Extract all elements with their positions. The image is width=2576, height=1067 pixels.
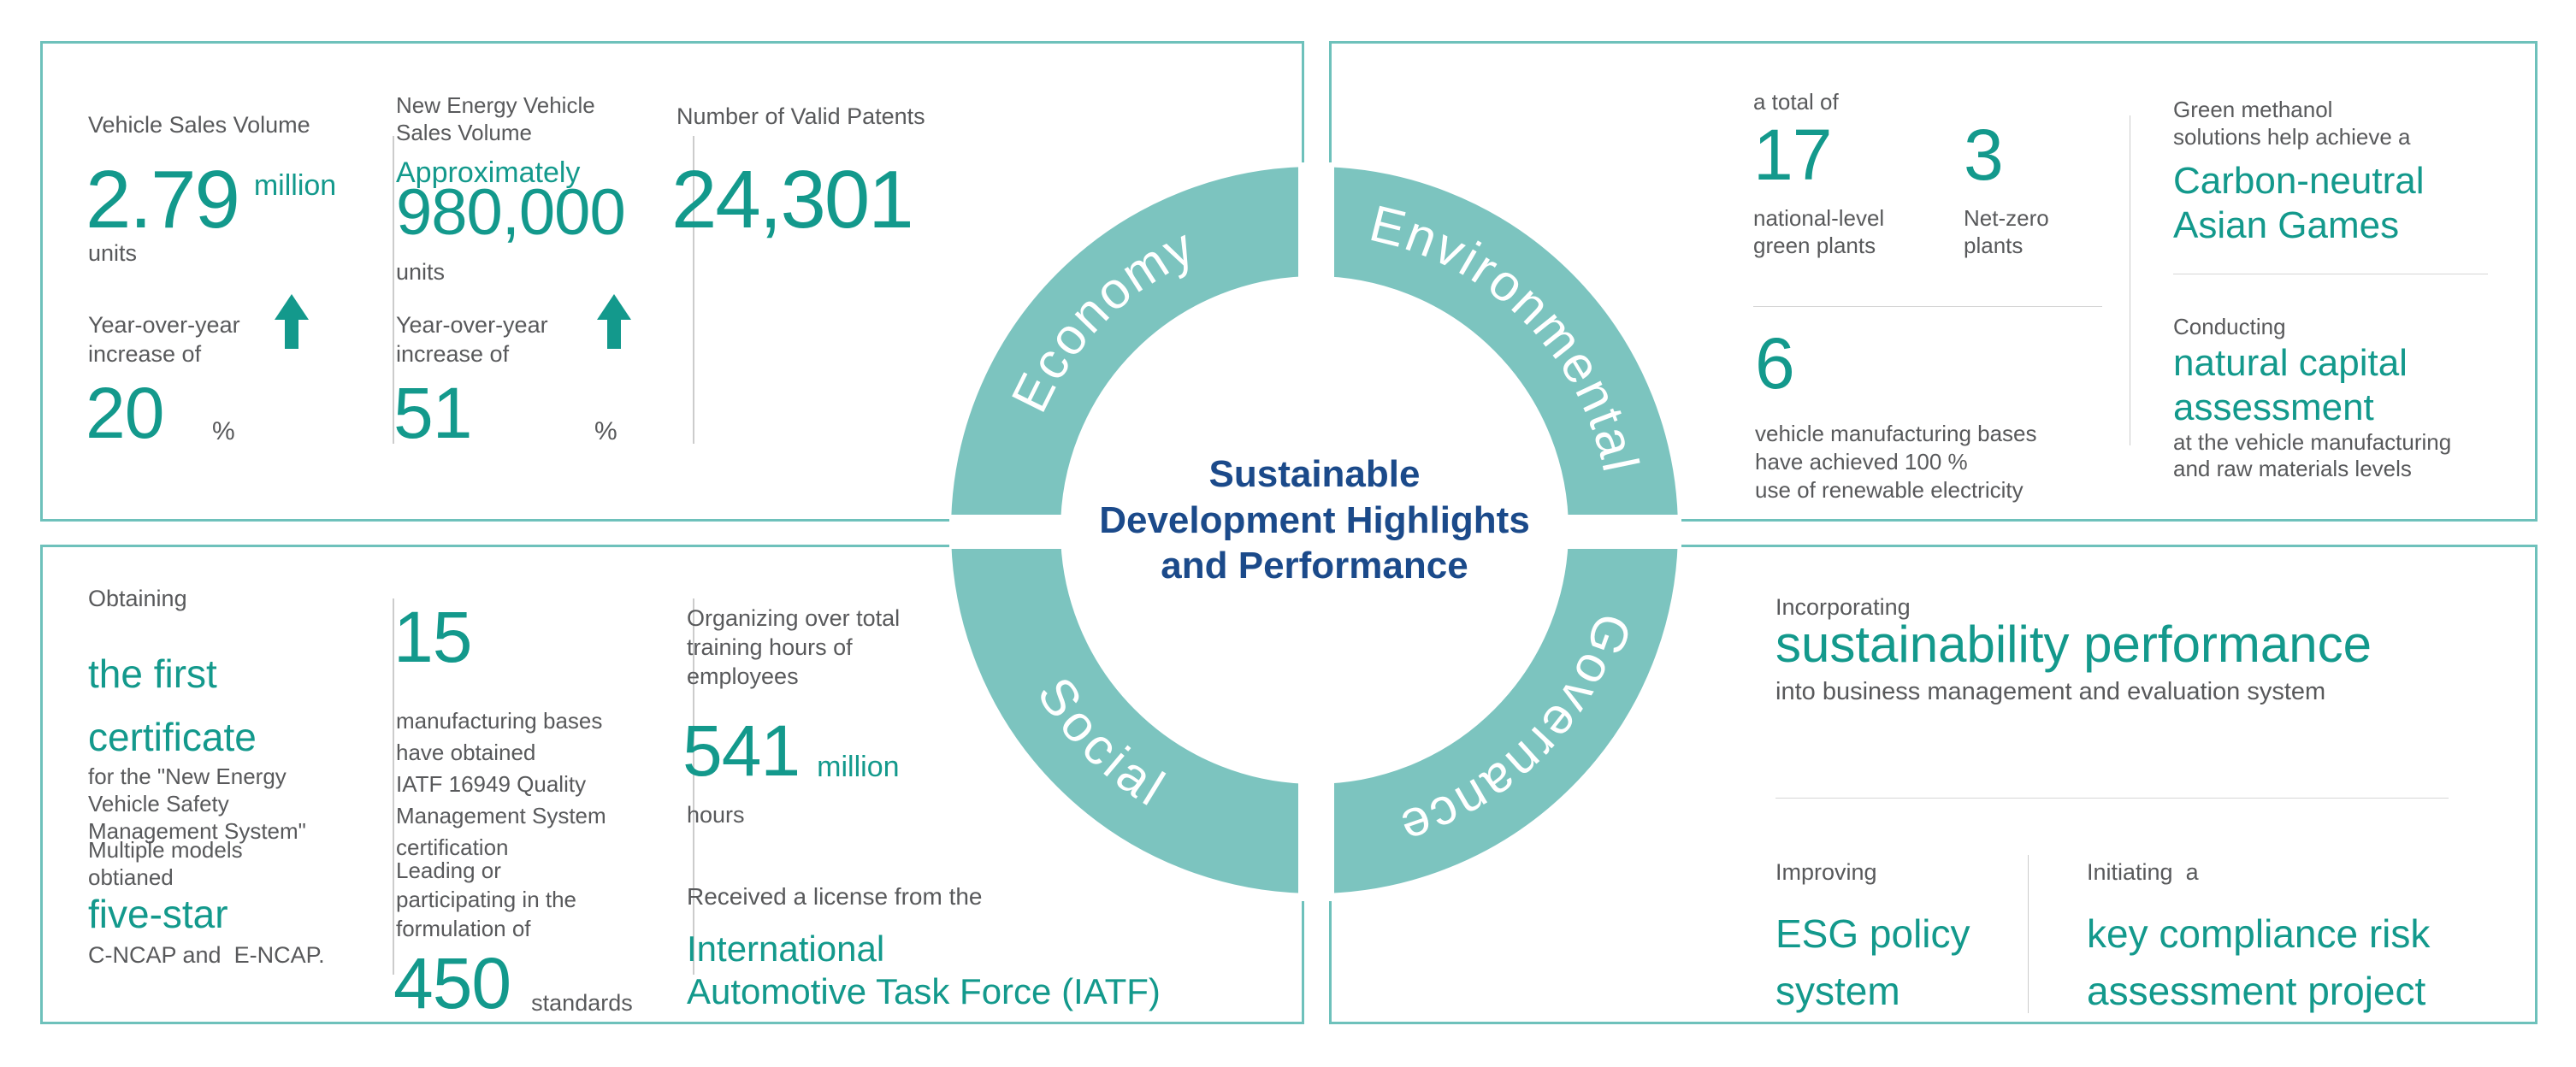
section-divider: [1753, 306, 2102, 307]
environmental-quadrant: a total of 17 national-level green plant…: [1329, 41, 2538, 522]
nev-sales-yoy-value: 51: [393, 373, 472, 453]
nev-sales-yoy-label: Year-over-year increase of: [396, 312, 548, 368]
standards-suffix: standards: [531, 990, 633, 1016]
vehicle-sales-value-row: 2.79 million: [86, 159, 336, 241]
natural-capital-highlight: natural capital assessment: [2173, 342, 2408, 428]
column-divider: [393, 136, 394, 444]
center-title: Sustainable Development Highlights and P…: [1099, 453, 1530, 587]
green-plants-intro: a total of: [1753, 89, 1839, 115]
training-label: Organizing over total training hours of …: [687, 605, 901, 690]
vehicle-sales-value-unit: million: [253, 169, 337, 202]
iatf16949-value: 15: [393, 597, 472, 677]
vehicle-sales-unit: units: [88, 240, 138, 266]
patents-value: 24,301: [671, 154, 914, 245]
training-value-unit: million: [817, 751, 900, 783]
net-zero-caption: Net-zero plants: [1964, 205, 2049, 258]
compliance-intro: Initiating a: [2087, 859, 2199, 885]
training-value: 541: [682, 710, 801, 791]
certificate-intro: Obtaining: [88, 586, 187, 611]
certificate-caption: for the "New Energy Vehicle Safety Manag…: [88, 763, 306, 845]
five-star-highlight: five-star: [88, 892, 228, 936]
five-star-intro: Multiple models obtianed: [88, 837, 243, 891]
vehicle-sales-yoy-value: 20: [86, 373, 164, 453]
economy-quadrant: Vehicle Sales Volume 2.79 million units …: [40, 41, 1304, 522]
vehicle-sales-yoy-label: Year-over-year increase of: [88, 312, 240, 368]
certificate-highlight: the first certificate: [88, 651, 257, 759]
training-value-row: 541 million: [682, 715, 900, 787]
esg-policy-intro: Improving: [1775, 859, 1877, 885]
five-star-caption: C-NCAP and E-NCAP.: [88, 942, 325, 968]
nev-sales-value: 980,000: [396, 176, 626, 249]
sustainability-intro: Incorporating: [1775, 594, 1911, 620]
increase-arrow-icon: [597, 294, 631, 352]
sustainability-highlight: sustainability performance: [1775, 616, 2372, 673]
patents-label: Number of Valid Patents: [676, 103, 925, 129]
sustainability-caption: into business management and evaluation …: [1775, 678, 2326, 705]
section-divider: [1775, 798, 2449, 799]
nev-sales-label: New Energy Vehicle Sales Volume: [396, 92, 595, 146]
increase-arrow-icon: [275, 294, 309, 352]
esg-policy-highlight: ESG policy system: [1775, 911, 1970, 1013]
standards-value-row: 450 standards: [393, 947, 633, 1019]
nev-sales-yoy-unit: %: [594, 417, 617, 445]
renewable-value: 6: [1755, 323, 1795, 404]
asian-games-highlight: Carbon-neutral Asian Games: [2173, 160, 2425, 246]
asian-games-intro: Green methanol solutions help achieve a: [2173, 97, 2411, 150]
column-divider: [2028, 855, 2029, 1013]
standards-value: 450: [393, 943, 511, 1023]
green-plants-caption: national-level green plants: [1753, 205, 1885, 258]
training-unit: hours: [687, 802, 745, 828]
green-plants-value: 17: [1753, 115, 1832, 195]
standards-intro: Leading or participating in the formulat…: [396, 858, 577, 941]
governance-quadrant: Incorporating sustainability performance…: [1329, 545, 2538, 1024]
vehicle-sales-yoy-unit: %: [212, 417, 235, 445]
vehicle-sales-value: 2.79: [86, 154, 240, 245]
column-divider: [693, 598, 694, 975]
renewable-caption: vehicle manufacturing bases have achieve…: [1755, 421, 2037, 504]
nev-sales-qualifier: Approximately: [396, 156, 581, 189]
iatf-license-intro: Received a license from the: [687, 883, 983, 910]
natural-capital-intro: Conducting: [2173, 314, 2286, 339]
nev-sales-unit: units: [396, 259, 446, 285]
net-zero-value: 3: [1964, 115, 2004, 195]
iatf-license-highlight: International Automotive Task Force (IAT…: [687, 928, 1161, 1012]
social-quadrant: Obtaining the first certificate for the …: [40, 545, 1304, 1024]
column-divider: [393, 598, 394, 975]
vehicle-sales-label: Vehicle Sales Volume: [88, 112, 310, 138]
iatf16949-caption: manufacturing bases have obtained IATF 1…: [396, 708, 606, 860]
compliance-highlight: key compliance risk assessment project: [2087, 911, 2431, 1013]
column-divider: [693, 136, 694, 444]
natural-capital-caption: at the vehicle manufacturing and raw mat…: [2173, 429, 2452, 481]
